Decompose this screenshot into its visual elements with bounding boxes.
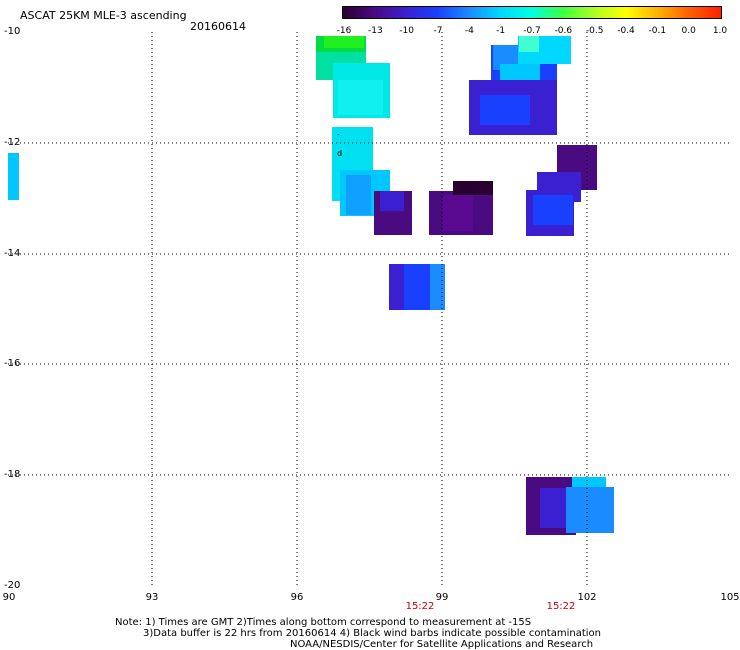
colorbar-tick-label: -4	[464, 26, 474, 36]
lat-label-20: -20	[4, 580, 21, 591]
swath-cell	[533, 195, 573, 225]
swath-cell	[480, 95, 530, 125]
swath-cell	[572, 477, 606, 487]
colorbar-tick-label: -7	[433, 26, 443, 36]
swath-cell	[380, 191, 404, 211]
colorbar-tick-label: -0.7	[523, 26, 541, 36]
lat-label-14: -14	[4, 248, 21, 259]
wind-barb-mark: d	[337, 149, 342, 158]
colorbar-tick-label: -10	[399, 26, 415, 36]
colorbar-tick-label: -0.6	[554, 26, 573, 36]
swath-cell	[566, 487, 614, 533]
lon-label-105: 105	[720, 592, 740, 603]
lat-label-12: -12	[4, 137, 21, 148]
colorbar-tick-label: -1	[496, 26, 506, 36]
note-line-2: 3)Data buffer is 22 hrs from 20160614 4)…	[143, 628, 601, 639]
swath-cell	[500, 64, 540, 84]
pass-time-label: 15:22	[405, 601, 435, 612]
swath-cell	[453, 181, 493, 195]
colorbar-tick-label: -0.5	[585, 26, 604, 36]
lon-label-93: 93	[145, 592, 159, 603]
pass-time-label: 15:22	[546, 601, 576, 612]
note-line-1: Note: 1) Times are GMT 2)Times along bot…	[115, 617, 532, 628]
color-scale-bar	[342, 6, 722, 19]
swath-cell	[404, 264, 430, 310]
lat-label-10: -10	[4, 26, 21, 37]
swath-cell	[519, 36, 539, 52]
lat-lon-grid	[8, 32, 732, 586]
swath-cell	[324, 36, 364, 48]
swath-cell	[443, 195, 473, 231]
swath-cell	[430, 264, 445, 310]
lat-label-18: -18	[4, 469, 21, 480]
data-swaths	[8, 36, 614, 535]
lat-label-16: -16	[4, 358, 21, 369]
contamination-marks: - d	[337, 131, 342, 158]
lon-label-102: 102	[577, 592, 597, 603]
lon-label-96: 96	[290, 592, 304, 603]
colorbar-tick-label: 1.0	[712, 26, 728, 36]
chart-date: 20160614	[190, 20, 246, 33]
chart-title: ASCAT 25KM MLE-3 ascending	[20, 9, 187, 22]
note-line-3: NOAA/NESDIS/Center for Satellite Applica…	[290, 639, 594, 650]
lon-label-90: 90	[2, 592, 16, 603]
swath-cell	[8, 153, 19, 200]
swath-cell	[540, 488, 566, 528]
colorbar-tick-label: -0.1	[648, 26, 667, 36]
colorbar-tick-label: 0.0	[681, 26, 696, 36]
swath-cell	[338, 80, 383, 115]
lon-label-99: 99	[435, 592, 449, 603]
swath-cell	[346, 175, 371, 215]
colorbar-tick-label: -0.4	[617, 26, 635, 36]
wind-barb-mark: -	[337, 131, 340, 139]
colorbar-tick-label: -16	[336, 26, 352, 36]
colorbar-tick-label: -13	[367, 26, 383, 36]
